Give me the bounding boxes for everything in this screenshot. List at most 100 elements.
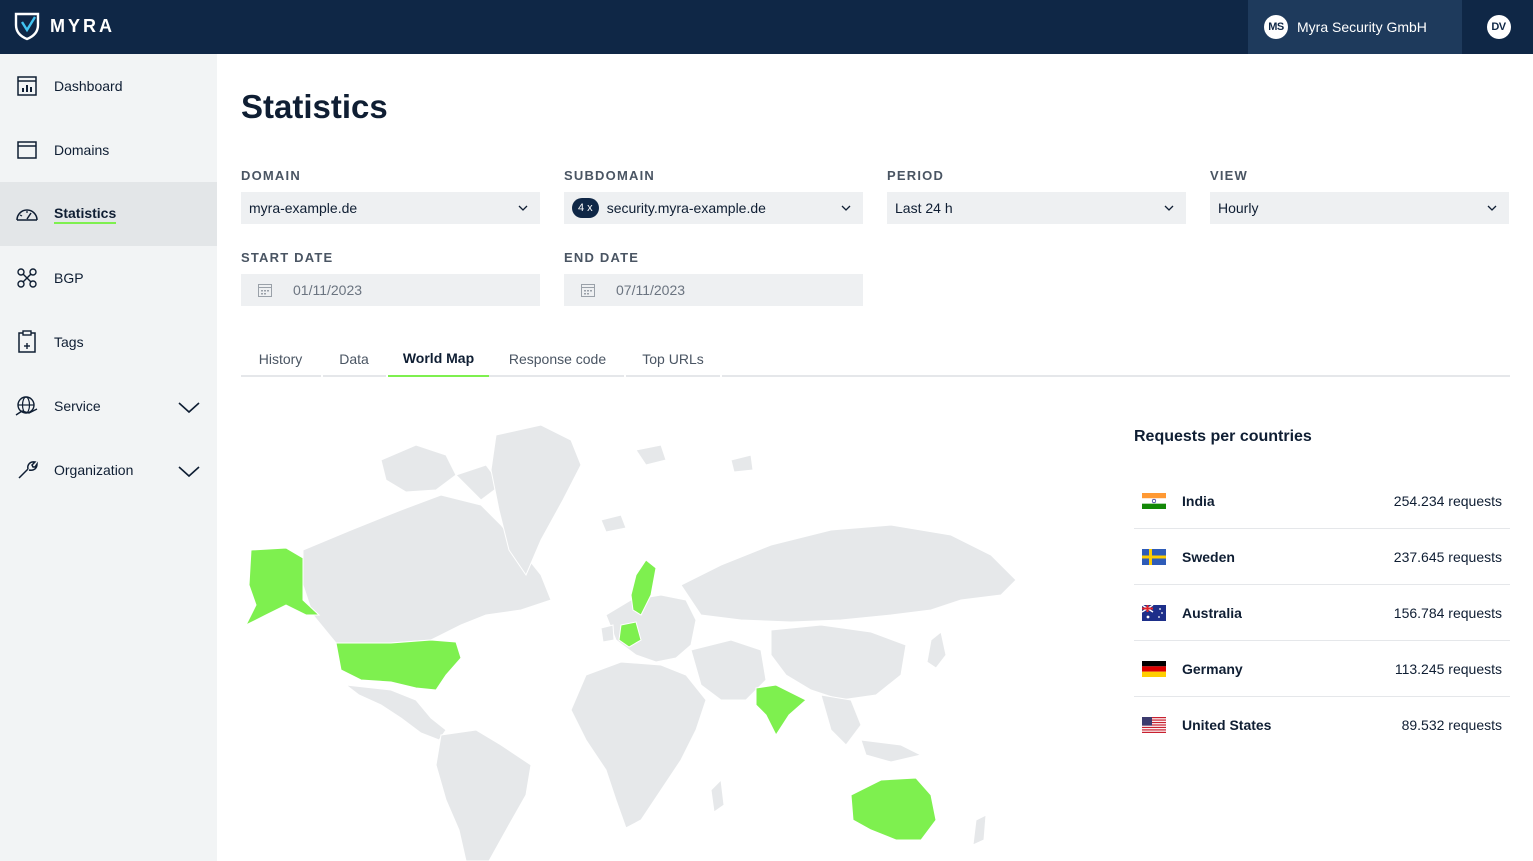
map-country-africa xyxy=(570,661,707,829)
subdomain-count-badge: 4 x xyxy=(572,198,599,218)
bgp-network-icon xyxy=(15,266,39,290)
map-country-germany xyxy=(618,621,642,648)
germany-flag-icon xyxy=(1142,660,1166,677)
brand-logo[interactable]: MYRA xyxy=(14,11,115,41)
end-date-label: End date xyxy=(564,250,640,265)
tab-response-code[interactable]: Response code xyxy=(508,350,607,367)
service-globe-icon xyxy=(15,394,39,418)
sidebar-item-label: Organization xyxy=(54,462,134,478)
end-date-value: 07/11/2023 xyxy=(616,282,686,298)
sidebar-item-label: Tags xyxy=(54,334,84,350)
map-country-sweden xyxy=(630,559,657,616)
tab-world-map[interactable]: World Map xyxy=(388,340,489,377)
user-menu[interactable]: DV xyxy=(1464,0,1533,54)
page-title: Statistics xyxy=(241,88,388,125)
end-date-input[interactable]: 07/11/2023 xyxy=(564,274,863,306)
period-value: Last 24 h xyxy=(895,200,953,216)
user-avatar: DV xyxy=(1486,15,1511,39)
usa-flag-icon xyxy=(1142,717,1166,733)
sidebar-item-dashboard[interactable]: Dashboard xyxy=(0,54,217,118)
period-label: Period xyxy=(887,168,945,183)
sidebar-item-domains[interactable]: Domains xyxy=(0,118,217,182)
shield-logo-icon xyxy=(14,12,40,41)
tab-separator xyxy=(720,374,722,377)
domain-label: Domain xyxy=(241,168,301,183)
list-item: United States 89.532 requests xyxy=(1134,697,1510,753)
sweden-flag-icon xyxy=(1142,548,1166,565)
map-country-australia xyxy=(850,777,937,841)
chevron-down-icon xyxy=(518,205,528,211)
domains-icon xyxy=(15,138,39,162)
sidebar-item-label: Domains xyxy=(54,142,110,158)
calendar-icon xyxy=(581,284,595,297)
domain-value: myra-example.de xyxy=(249,200,358,216)
australia-flag-icon xyxy=(1142,604,1166,621)
tab-history[interactable]: History xyxy=(258,350,303,367)
map-country-alaska xyxy=(244,547,321,627)
tab-top-urls[interactable]: Top URLs xyxy=(642,350,704,367)
country-name: Germany xyxy=(1182,660,1243,677)
chevron-down-icon[interactable] xyxy=(178,396,200,418)
map-country-china xyxy=(770,624,907,701)
org-avatar: MS xyxy=(1264,15,1288,39)
map-country-greenland xyxy=(490,424,582,577)
country-name: Australia xyxy=(1182,604,1242,621)
subdomain-value: security.myra-example.de xyxy=(606,200,766,216)
chevron-down-icon xyxy=(1487,205,1497,211)
sidebar-item-label: Service xyxy=(54,398,101,414)
country-name: Sweden xyxy=(1182,548,1235,565)
map-country-middle-east xyxy=(690,639,767,701)
india-flag-icon xyxy=(1142,492,1166,509)
country-requests: 156.784 requests xyxy=(1393,604,1502,621)
start-date-input[interactable]: 01/11/2023 xyxy=(241,274,540,306)
domain-select[interactable]: myra-example.de xyxy=(241,192,540,224)
start-date-value: 01/11/2023 xyxy=(293,282,363,298)
list-item: India 254.234 requests xyxy=(1134,473,1510,529)
org-name: Myra Security GmbH xyxy=(1297,19,1427,35)
view-label: View xyxy=(1210,168,1249,183)
country-name: United States xyxy=(1182,717,1272,733)
country-requests: 89.532 requests xyxy=(1401,717,1502,733)
map-country-russia xyxy=(680,524,1017,623)
statistics-tabs: History Data World Map Response code Top… xyxy=(241,340,1510,377)
sidebar-item-service[interactable]: Service xyxy=(0,374,217,438)
sidebar-item-label: Dashboard xyxy=(54,78,123,94)
country-requests: 113.245 requests xyxy=(1394,660,1502,677)
list-item: Germany 113.245 requests xyxy=(1134,641,1510,697)
requests-per-countries-title: Requests per countries xyxy=(1134,428,1312,445)
tab-separator xyxy=(624,374,626,377)
country-name: India xyxy=(1182,492,1215,509)
period-select[interactable]: Last 24 h xyxy=(887,192,1186,224)
sidebar-item-bgp[interactable]: BGP xyxy=(0,246,217,310)
sidebar-item-label: Statistics xyxy=(54,205,117,224)
dashboard-icon xyxy=(15,74,39,98)
calendar-icon xyxy=(258,284,272,297)
map-country-se-asia xyxy=(820,694,862,746)
list-item: Australia 156.784 requests xyxy=(1134,585,1510,641)
view-value: Hourly xyxy=(1218,200,1259,216)
sidebar-item-tags[interactable]: Tags xyxy=(0,310,217,374)
map-country-japan xyxy=(926,631,947,669)
country-requests: 237.645 requests xyxy=(1393,548,1502,565)
map-country-canada-islands xyxy=(380,444,457,493)
sidebar-item-label: BGP xyxy=(54,270,84,286)
tab-separator xyxy=(386,374,388,377)
map-country-mexico xyxy=(344,684,447,741)
chevron-down-icon xyxy=(1164,205,1174,211)
organization-switcher[interactable]: MS Myra Security GmbH xyxy=(1248,0,1462,54)
tab-data[interactable]: Data xyxy=(339,350,369,367)
country-requests: 254.234 requests xyxy=(1393,492,1502,509)
list-item: Sweden 237.645 requests xyxy=(1134,529,1510,585)
organization-wrench-icon xyxy=(15,458,39,482)
sidebar-item-statistics[interactable]: Statistics xyxy=(0,182,217,246)
map-country-europe xyxy=(605,594,697,663)
start-date-label: Start date xyxy=(241,250,334,265)
map-country-united-states xyxy=(335,639,462,691)
subdomain-select[interactable]: 4 x security.myra-example.de xyxy=(564,192,863,224)
view-select[interactable]: Hourly xyxy=(1210,192,1509,224)
world-map[interactable] xyxy=(241,400,1101,861)
chevron-down-icon[interactable] xyxy=(178,460,200,482)
tab-separator xyxy=(321,374,323,377)
map-country-south-america xyxy=(435,729,532,861)
sidebar-item-organization[interactable]: Organization xyxy=(0,438,217,502)
